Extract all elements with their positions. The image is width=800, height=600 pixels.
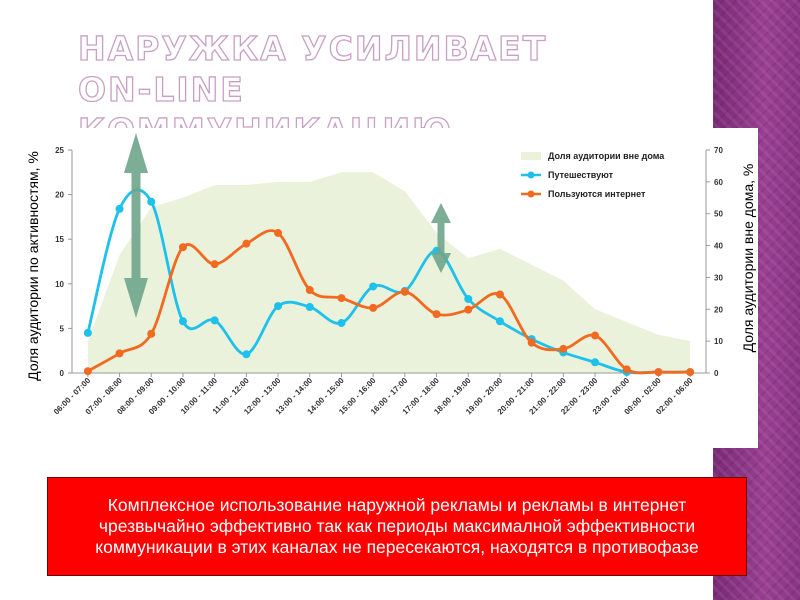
conclusion-box: Комплексное использование наружной рекла… [47, 477, 747, 576]
y-tick-label-left: 0 [60, 369, 65, 378]
conclusion-text: Комплексное использование наружной рекла… [95, 495, 699, 557]
legend-label-0: Доля аудитории вне дома [548, 151, 665, 161]
data-point [400, 287, 409, 296]
data-point [495, 317, 504, 326]
data-point [242, 350, 251, 359]
data-point [369, 303, 378, 312]
legend-label-2: Пользуются интернет [548, 189, 646, 199]
data-point [559, 344, 568, 353]
y-tick-label-right: 20 [714, 305, 723, 314]
data-point [591, 358, 600, 367]
legend-marker-2 [527, 190, 535, 198]
data-point [115, 204, 124, 213]
data-point [337, 294, 346, 303]
data-point [527, 338, 536, 347]
data-point [622, 365, 631, 374]
data-point [115, 349, 124, 358]
data-point [178, 317, 187, 326]
legend-marker-1 [527, 171, 535, 179]
chart-panel: 0 5 10 15 20 25 0 10 20 30 40 50 60 70 06:00 - 07:00 07… [26, 128, 758, 448]
legend-swatch-0 [521, 152, 541, 160]
data-point [369, 282, 378, 291]
annotation-arrow-small [431, 203, 451, 273]
y-tick-label-right: 30 [714, 273, 723, 282]
y-tick-label-right: 60 [714, 178, 723, 187]
data-point [242, 239, 251, 248]
data-point [591, 331, 600, 340]
data-point [654, 368, 663, 377]
y-tick-label-left: 5 [60, 324, 65, 333]
y-tick-label-right: 40 [714, 242, 723, 251]
data-point [305, 286, 314, 295]
data-point [305, 302, 314, 311]
data-point [147, 329, 156, 338]
data-point [210, 316, 219, 325]
y-tick-label-left: 25 [55, 146, 64, 155]
y-tick-label-left: 15 [55, 235, 64, 244]
y-axis-label-left: Доля аудитории по активностям, % [25, 151, 41, 381]
data-point [83, 328, 92, 337]
y-tick-label-right: 0 [714, 369, 719, 378]
y-tick-label-right: 70 [714, 146, 723, 155]
data-point [210, 260, 219, 269]
data-point [274, 302, 283, 311]
data-point [686, 368, 695, 377]
series-area-0 [87, 172, 691, 373]
data-point [337, 319, 346, 328]
data-point [178, 243, 187, 252]
data-point [495, 290, 504, 299]
annotation-arrow-large [124, 133, 148, 318]
y-tick-label-right: 50 [714, 210, 723, 219]
data-point [432, 310, 441, 319]
y-tick-label-right: 10 [714, 337, 723, 346]
y-tick-label-left: 20 [55, 191, 64, 200]
data-point [464, 305, 473, 314]
legend-label-1: Путешествуют [548, 170, 614, 180]
data-point [147, 197, 156, 206]
y-axis-label-right: Доля аудитории вне дома, % [740, 163, 756, 353]
data-point [83, 367, 92, 376]
data-point [464, 294, 473, 303]
y-tick-label-left: 10 [55, 280, 64, 289]
data-point [274, 228, 283, 237]
